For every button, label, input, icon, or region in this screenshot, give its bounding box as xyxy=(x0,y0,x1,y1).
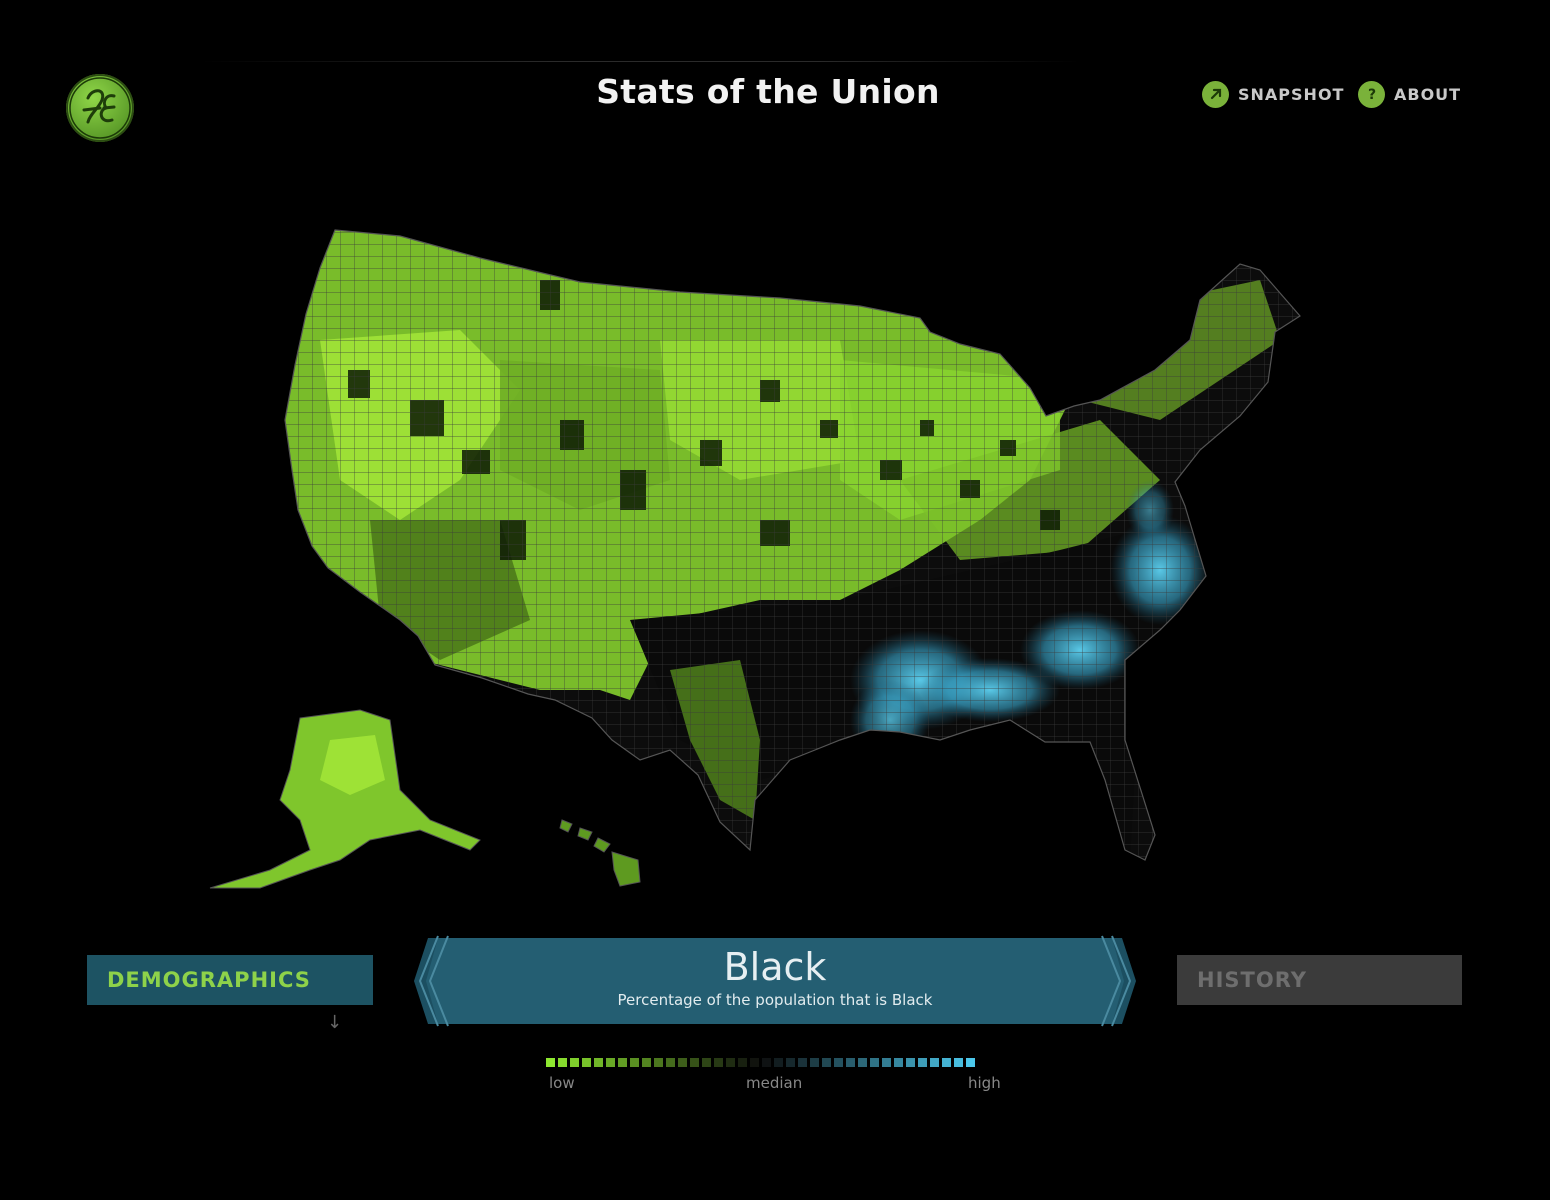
legend-low-label: low xyxy=(549,1074,575,1092)
legend-cell xyxy=(558,1058,567,1067)
legend-cell xyxy=(798,1058,807,1067)
demographics-label: DEMOGRAPHICS xyxy=(107,968,311,992)
about-button[interactable]: ? ABOUT xyxy=(1358,80,1461,108)
hawaii-region xyxy=(559,819,641,887)
legend-cell xyxy=(858,1058,867,1067)
legend-cell xyxy=(930,1058,939,1067)
legend-cell xyxy=(822,1058,831,1067)
legend-cell xyxy=(546,1058,555,1067)
arrow-up-right-icon xyxy=(1202,80,1229,108)
legend-cell xyxy=(702,1058,711,1067)
ge-logo[interactable] xyxy=(66,74,134,142)
legend-cell xyxy=(810,1058,819,1067)
legend-cell xyxy=(870,1058,879,1067)
snapshot-label: SNAPSHOT xyxy=(1238,84,1345,104)
legend-cell xyxy=(882,1058,891,1067)
legend-cell xyxy=(606,1058,615,1067)
chevron-left-icon xyxy=(418,935,449,1027)
legend-cell xyxy=(642,1058,651,1067)
chevron-right-icon xyxy=(1101,935,1132,1027)
svg-text:?: ? xyxy=(1367,87,1375,102)
question-icon: ? xyxy=(1358,80,1385,108)
header-divider xyxy=(200,61,1080,62)
legend-cell xyxy=(966,1058,975,1067)
legend-median-label: median xyxy=(746,1074,803,1092)
legend-cell xyxy=(678,1058,687,1067)
legend-cell xyxy=(738,1058,747,1067)
down-arrow-icon: ↓ xyxy=(327,1012,343,1033)
legend-cell xyxy=(846,1058,855,1067)
metric-banner[interactable] xyxy=(410,934,1140,1028)
legend-cell xyxy=(618,1058,627,1067)
demographics-tab[interactable]: DEMOGRAPHICS xyxy=(87,955,373,1005)
metric-title: Black xyxy=(723,945,827,989)
legend-cell xyxy=(654,1058,663,1067)
legend-cell xyxy=(582,1058,591,1067)
metric-description: Percentage of the population that is Bla… xyxy=(617,991,933,1009)
legend-cell xyxy=(630,1058,639,1067)
legend-cell xyxy=(774,1058,783,1067)
legend-cell xyxy=(954,1058,963,1067)
about-label: ABOUT xyxy=(1394,84,1462,104)
legend-cell xyxy=(570,1058,579,1067)
legend-cell xyxy=(690,1058,699,1067)
legend-cell xyxy=(594,1058,603,1067)
app-title: Stats of the Union xyxy=(596,72,940,111)
legend-cell xyxy=(750,1058,759,1067)
snapshot-button[interactable]: SNAPSHOT xyxy=(1202,80,1344,108)
legend-cell xyxy=(726,1058,735,1067)
legend-high-label: high xyxy=(968,1074,1001,1092)
legend-cell xyxy=(942,1058,951,1067)
alaska-region xyxy=(209,709,481,889)
history-tab[interactable]: HISTORY xyxy=(1177,955,1462,1005)
ge-monogram-icon xyxy=(69,77,131,139)
legend-cell xyxy=(906,1058,915,1067)
legend-cell xyxy=(918,1058,927,1067)
us-county-map[interactable] xyxy=(200,220,1320,900)
legend-scale xyxy=(546,1058,1006,1067)
color-legend: low median high xyxy=(546,1058,1006,1098)
legend-cell xyxy=(786,1058,795,1067)
history-label: HISTORY xyxy=(1197,968,1307,992)
legend-cell xyxy=(834,1058,843,1067)
legend-cell xyxy=(666,1058,675,1067)
legend-cell xyxy=(762,1058,771,1067)
legend-cell xyxy=(894,1058,903,1067)
legend-cell xyxy=(714,1058,723,1067)
